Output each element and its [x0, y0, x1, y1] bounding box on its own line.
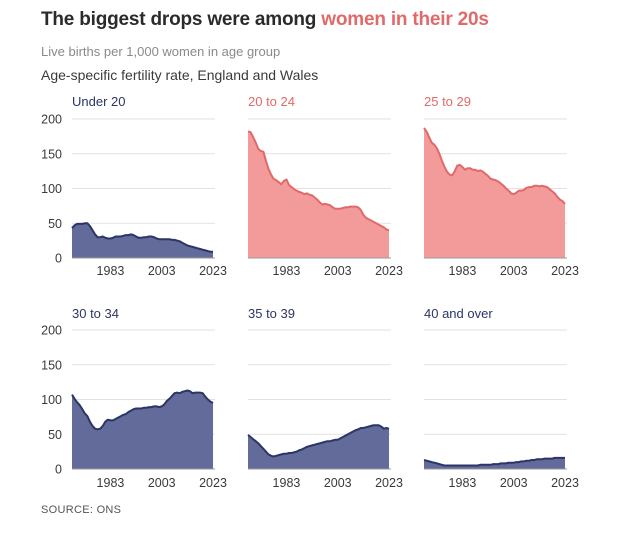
panel-label: 35 to 39 — [248, 306, 295, 321]
y-tick-label: 50 — [48, 217, 62, 231]
y-tick-label: 50 — [48, 428, 62, 442]
y-tick-label: 0 — [55, 463, 62, 477]
y-tick-label: 200 — [41, 324, 62, 338]
series-line — [71, 389, 214, 431]
x-tick-label: 1983 — [449, 264, 477, 278]
x-tick-label: 2003 — [324, 264, 352, 278]
x-tick-label: 2003 — [500, 264, 528, 278]
x-tick-label: 2023 — [551, 264, 579, 278]
panel-label: 25 to 29 — [424, 94, 471, 109]
panel-label: 30 to 34 — [72, 306, 119, 321]
y-tick-label: 100 — [41, 182, 62, 196]
chart-title: The biggest drops were among women in th… — [41, 9, 489, 31]
x-tick-label: 2023 — [551, 476, 579, 490]
panel-20-to-24: 1983 2003 2023 20 to 24 — [247, 94, 403, 278]
y-tick-label: 150 — [41, 147, 62, 161]
series-line — [247, 424, 390, 458]
panel-under-20: 0 50 100 150 200 1983 2003 2023 Under 20 — [41, 94, 227, 278]
y-tick-label: 0 — [55, 252, 62, 266]
panel-30-to-34: 0 50 100 150 200 1983 2003 2023 30 to 34 — [41, 306, 227, 490]
x-tick-label: 1983 — [97, 264, 125, 278]
title-highlight: women in their 20s — [321, 9, 489, 30]
panel-25-to-29: 1983 2003 2023 25 to 29 — [423, 94, 579, 278]
chart-caption: Age-specific fertility rate, England and… — [41, 67, 319, 83]
x-tick-label: 1983 — [449, 476, 477, 490]
series-area — [424, 128, 565, 258]
x-tick-label: 1983 — [273, 476, 301, 490]
x-tick-label: 1983 — [97, 476, 125, 490]
panel-40-and-over: 1983 2003 2023 40 and over — [423, 306, 579, 490]
series-line — [423, 456, 565, 467]
x-tick-label: 2003 — [148, 476, 176, 490]
source-note: SOURCE: ONS — [41, 504, 122, 516]
series-line — [71, 222, 213, 253]
title-prefix: The biggest drops were among — [41, 9, 322, 30]
panel-label: Under 20 — [72, 94, 125, 109]
y-tick-label: 150 — [41, 358, 62, 372]
series-line — [247, 130, 390, 232]
chart-subtitle: Live births per 1,000 women in age group — [41, 44, 281, 59]
y-tick-label: 200 — [41, 113, 62, 127]
x-tick-label: 2023 — [199, 476, 227, 490]
series-area — [248, 425, 389, 469]
panel-35-to-39: 1983 2003 2023 35 to 39 — [247, 306, 403, 490]
x-tick-label: 2003 — [324, 476, 352, 490]
panel-label: 40 and over — [424, 306, 493, 321]
panel-label: 20 to 24 — [248, 94, 295, 109]
series-area — [72, 223, 213, 258]
x-tick-label: 2023 — [375, 264, 403, 278]
series-area — [248, 131, 389, 258]
x-tick-label: 2023 — [375, 476, 403, 490]
x-tick-label: 1983 — [273, 264, 301, 278]
x-tick-label: 2003 — [148, 264, 176, 278]
x-tick-label: 2023 — [199, 264, 227, 278]
series-line — [423, 127, 566, 205]
y-tick-label: 100 — [41, 393, 62, 407]
series-area — [72, 390, 213, 469]
x-tick-label: 2003 — [500, 476, 528, 490]
